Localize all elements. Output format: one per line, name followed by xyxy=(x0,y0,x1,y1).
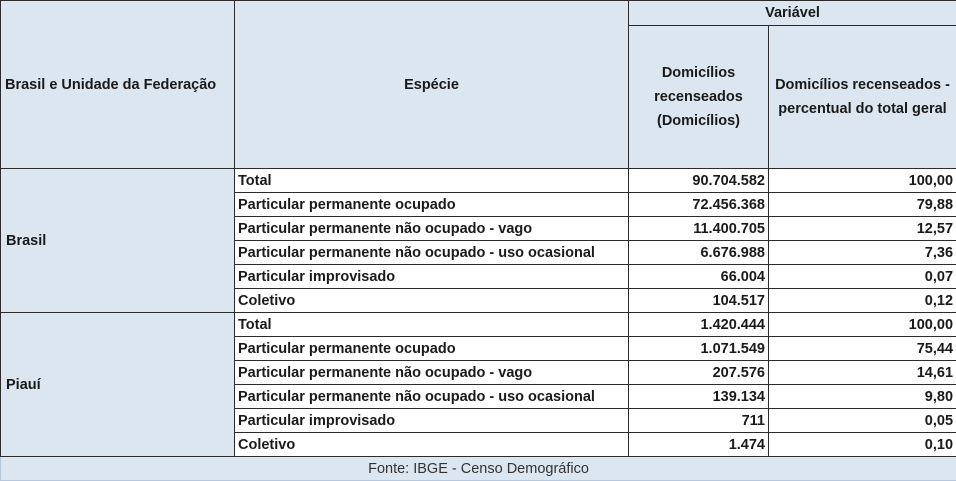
group-label: Brasil xyxy=(0,168,235,313)
households-cell: 207.576 xyxy=(628,360,769,385)
table-row: Particular improvisado 66.004 0,07 xyxy=(1,264,956,289)
percent-cell: 0,07 xyxy=(767,264,956,289)
table-row: Piauí Total 1.420.444 100,00 xyxy=(0,312,956,457)
table-row: Particular permanente não ocupado - uso … xyxy=(1,384,956,409)
table-row: Particular improvisado 711 0,05 xyxy=(1,408,956,433)
species-cell: Total xyxy=(234,312,629,337)
species-cell: Particular permanente ocupado xyxy=(234,192,629,217)
percent-cell: 14,61 xyxy=(767,360,956,385)
table-row: Particular permanente ocupado 1.071.549 75… xyxy=(1,336,956,361)
group-label: Piauí xyxy=(0,312,235,457)
header-households: Domicílios recenseados (Domicílios) xyxy=(628,25,769,169)
households-cell: 104.517 xyxy=(628,288,769,313)
households-cell: 711 xyxy=(628,408,769,433)
source-footer: Fonte: IBGE - Censo Demográfico xyxy=(0,456,956,481)
households-cell: 66.004 xyxy=(628,264,769,289)
percent-cell: 9,80 xyxy=(767,384,956,409)
species-cell: Particular permanente não ocupado - vago xyxy=(234,360,629,385)
table-row: Particular permanente não ocupado - vago… xyxy=(1,360,956,385)
table-row: Particular permanente ocupado 72.456.368 7… xyxy=(1,192,956,217)
households-cell: 1.420.444 xyxy=(628,312,769,337)
header-location: Brasil e Unidade da Federação xyxy=(0,0,235,169)
species-cell: Total xyxy=(234,168,629,193)
species-cell: Particular permanente ocupado xyxy=(234,336,629,361)
header-variable: Variável xyxy=(627,0,956,26)
percent-cell: 79,88 xyxy=(767,192,956,217)
table-row: Brasil Total 90.704.582 100,00 xyxy=(0,168,956,313)
species-cell: Particular permanente não ocupado - vago xyxy=(234,216,629,241)
percent-cell: 0,10 xyxy=(767,432,956,457)
species-cell: Coletivo xyxy=(234,432,629,457)
species-cell: Coletivo xyxy=(234,288,629,313)
species-cell: Particular improvisado xyxy=(234,408,629,433)
households-cell: 90.704.582 xyxy=(628,168,769,193)
households-cell: 6.676.988 xyxy=(628,240,769,265)
percent-cell: 75,44 xyxy=(767,336,956,361)
table-body: Brasil Total 90.704.582 100,00 Particular pe… xyxy=(0,168,956,457)
households-cell: 11.400.705 xyxy=(628,216,769,241)
percent-cell: 100,00 xyxy=(767,312,956,337)
species-cell: Particular improvisado xyxy=(234,264,629,289)
table-row: Particular permanente não ocupado - uso … xyxy=(1,240,956,265)
percent-cell: 0,05 xyxy=(767,408,956,433)
households-cell: 1.474 xyxy=(628,432,769,457)
percent-cell: 7,36 xyxy=(767,240,956,265)
percent-cell: 100,00 xyxy=(767,168,956,193)
header-species: Espécie xyxy=(234,0,629,169)
households-cell: 72.456.368 xyxy=(628,192,769,217)
households-cell: 1.071.549 xyxy=(628,336,769,361)
species-cell: Particular permanente não ocupado - uso … xyxy=(234,240,629,265)
header-percent: Domicílios recenseados - percentual do t… xyxy=(767,25,956,169)
table-row: Coletivo 104.517 0,12 xyxy=(1,288,956,313)
households-cell: 139.134 xyxy=(628,384,769,409)
percent-cell: 0,12 xyxy=(767,288,956,313)
table-row: Particular permanente não ocupado - vago… xyxy=(1,216,956,241)
species-cell: Particular permanente não ocupado - uso … xyxy=(234,384,629,409)
percent-cell: 12,57 xyxy=(767,216,956,241)
